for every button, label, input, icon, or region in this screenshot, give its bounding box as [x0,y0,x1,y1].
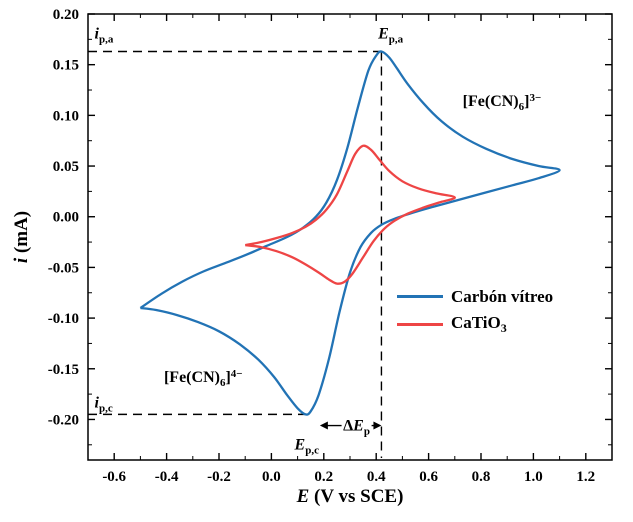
y-axis-title: i (mA) [11,210,32,264]
legend: Carbón vítreo CaTiO3 [397,282,553,338]
series-catio3 [244,144,456,285]
y-tick-label: -0.05 [48,260,79,276]
annotation-epc: Ep,c [294,436,319,457]
x-axis-title: E (V vs SCE) [296,486,404,507]
legend-item-catio3: CaTiO3 [397,310,553,338]
annotation-epa: Ep,a [378,25,404,46]
annotation-ipc: ip,c [94,394,113,415]
y-tick-label: 0.15 [53,58,79,74]
x-tick-label: -0.2 [207,469,231,485]
y-tick-label: 0.05 [53,159,79,175]
x-tick-label: 0.6 [419,469,438,485]
x-tick-label: -0.4 [155,469,179,485]
delta-ep-arrowhead-left [319,421,328,430]
annotation-ferricyanide: [Fe(CN)6]3− [462,92,542,114]
x-tick-label: 0.8 [472,469,491,485]
legend-label-carbon-vitreo: Carbón vítreo [451,286,554,306]
y-tick-label: 0.10 [53,108,79,124]
x-tick-label: 0.4 [367,469,386,485]
annotation-delta-ep: ΔEp [341,417,372,438]
plot-frame [87,13,613,461]
y-tick-label: 0.00 [53,210,79,226]
delta-ep-arrowhead-right [373,421,382,430]
x-tick-label: 0.0 [262,469,281,485]
legend-label-catio3: CaTiO3 [451,313,507,335]
legend-item-carbon-vitreo: Carbón vítreo [397,282,553,310]
y-tick-label: -0.10 [48,311,79,327]
series-carbon-vitreo [139,50,561,416]
x-tick-label: 0.2 [314,469,333,485]
x-tick-label: 1.2 [576,469,595,485]
y-tick-label: 0.20 [53,7,79,23]
annotation-ferrocyanide: [Fe(CN)6]4− [163,367,243,389]
x-tick-label: -0.6 [102,469,126,485]
legend-line-catio3 [397,322,443,326]
y-tick-label: -0.15 [48,362,79,378]
y-tick-label: -0.20 [48,412,79,428]
legend-line-carbon-vitreo [397,294,443,298]
x-tick-label: 1.0 [524,469,543,485]
annotation-ipa: ip,a [94,25,114,46]
